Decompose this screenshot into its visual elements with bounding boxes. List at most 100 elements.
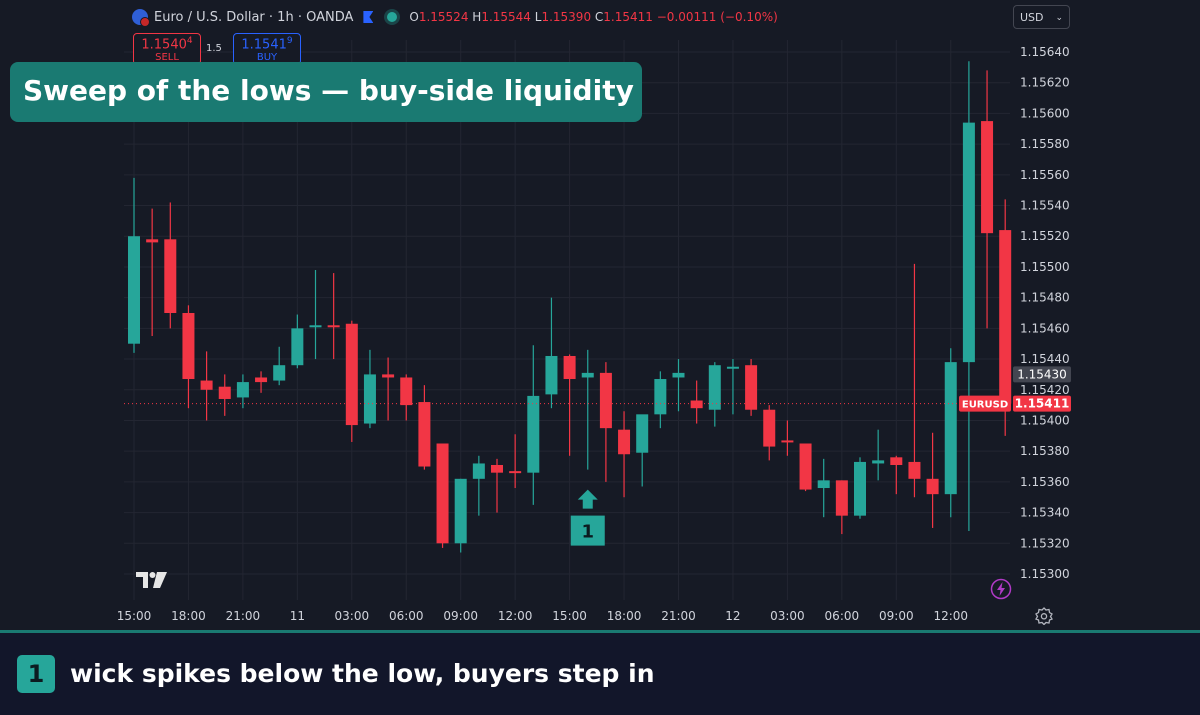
candle — [854, 457, 866, 519]
tradingview-logo-icon — [136, 572, 167, 588]
candle-body — [890, 457, 903, 465]
candle-body — [690, 400, 703, 409]
time-tick-label: 18:00 — [171, 609, 206, 623]
time-tick-label: 12 — [725, 609, 740, 623]
gear-icon[interactable] — [1035, 607, 1053, 625]
candle-body — [563, 355, 576, 380]
symbol-price-tag — [959, 395, 1011, 412]
time-tick-label: 06:00 — [825, 609, 860, 623]
candle-body — [363, 374, 376, 424]
candle — [273, 346, 286, 386]
candle-body — [182, 313, 195, 380]
candle-body — [146, 239, 159, 243]
candle — [327, 273, 340, 360]
price-tick-label: 1.15420 — [1020, 383, 1070, 397]
candle — [363, 349, 376, 429]
candle — [799, 443, 812, 492]
candle — [636, 414, 649, 487]
candle-body — [218, 386, 231, 399]
candle — [164, 202, 177, 329]
symbol-title[interactable]: Euro / U.S. Dollar · 1h · OANDA — [154, 9, 354, 25]
candle-body — [327, 325, 340, 328]
candle-body — [872, 460, 885, 464]
candle — [527, 345, 540, 505]
time-tick-label: 09:00 — [879, 609, 914, 623]
price-tick-label: 1.15500 — [1020, 260, 1070, 274]
title-banner: Sweep of the lows — buy-side liquidity — [10, 62, 642, 122]
candle-body — [291, 328, 304, 366]
candle — [182, 305, 195, 409]
candle — [472, 455, 485, 516]
candle — [418, 385, 431, 470]
caption-divider — [0, 630, 1200, 633]
price-tick-label: 1.15540 — [1020, 199, 1070, 213]
buy-button[interactable]: 1.15419 BUY — [233, 33, 301, 65]
lightning-icon[interactable] — [990, 578, 1012, 600]
candle-body — [309, 325, 322, 328]
annotation-badge-label: 1 — [581, 522, 594, 543]
annotation-badge — [570, 515, 605, 546]
price-chart[interactable]: 1.15640 1.15620 1.15600 1.15580 1.15560 1.155… — [0, 0, 1200, 630]
price-tick-label: 1.15640 — [1020, 45, 1070, 59]
candle — [745, 359, 758, 416]
live-dot-icon — [387, 12, 398, 22]
price-tick-label: 1.15300 — [1020, 567, 1070, 581]
candle-body — [200, 380, 213, 390]
candle — [436, 443, 449, 548]
candle-body — [472, 463, 485, 479]
change-value: −0.00111 (−0.10%) — [656, 10, 778, 24]
candle — [599, 362, 612, 482]
bookmark-flag-icon[interactable] — [363, 11, 374, 23]
candle-body — [128, 236, 140, 344]
candle-body — [999, 230, 1012, 404]
time-tick-label: 12:00 — [498, 609, 533, 623]
crosshair-price-tag — [1013, 366, 1071, 383]
candle-body — [581, 372, 594, 378]
candle-body — [654, 379, 667, 415]
price-tick-label: 1.15520 — [1020, 229, 1070, 243]
time-tick-label: 03:00 — [770, 609, 805, 623]
candle-body — [799, 443, 812, 490]
price-tick-label: 1.15460 — [1020, 321, 1070, 335]
price-axis: 1.15640 1.15620 1.15600 1.15580 1.15560 1.155… — [1020, 45, 1070, 581]
candle-body — [164, 239, 177, 313]
spread-value: 1.5 — [206, 43, 222, 54]
candle — [944, 348, 957, 518]
price-tick-label: 1.15480 — [1020, 291, 1070, 305]
candle — [908, 263, 921, 498]
symbol-price-tag-label: EURUSD — [962, 400, 1008, 411]
candle — [236, 374, 249, 409]
candle-body — [545, 355, 558, 395]
candle-body — [418, 402, 431, 467]
candle-body — [817, 480, 830, 489]
candle — [218, 374, 231, 416]
candle — [962, 61, 975, 532]
price-tick-label: 1.15580 — [1020, 137, 1070, 151]
time-tick-label: 21:00 — [226, 609, 261, 623]
price-tick-label: 1.15320 — [1020, 536, 1070, 550]
time-axis: 15:00 18:00 21:00 11 03:00 06:00 09:00 12:00 15:… — [117, 609, 968, 623]
caption-badge: 1 — [17, 655, 55, 693]
candle-body — [908, 461, 921, 479]
candle-series — [128, 61, 1012, 553]
candle-body — [618, 429, 631, 455]
candle — [581, 349, 594, 470]
candle — [345, 320, 358, 442]
candle-body — [491, 464, 503, 473]
candle — [763, 405, 776, 461]
candle-body — [527, 395, 540, 473]
price-tick-label: 1.15340 — [1020, 506, 1070, 520]
candle — [890, 455, 903, 495]
candle — [200, 351, 213, 421]
time-tick-label: 09:00 — [443, 609, 478, 623]
candle — [509, 434, 522, 489]
candle — [491, 458, 503, 513]
candle-body — [854, 461, 866, 516]
currency-select[interactable]: USD ⌄ — [1013, 5, 1070, 29]
candle-body — [236, 382, 249, 398]
candle-body — [454, 478, 467, 544]
candle — [872, 429, 885, 481]
sell-button[interactable]: 1.15404 SELL — [133, 33, 201, 65]
price-tick-label: 1.15380 — [1020, 444, 1070, 458]
candle-body — [726, 366, 739, 369]
